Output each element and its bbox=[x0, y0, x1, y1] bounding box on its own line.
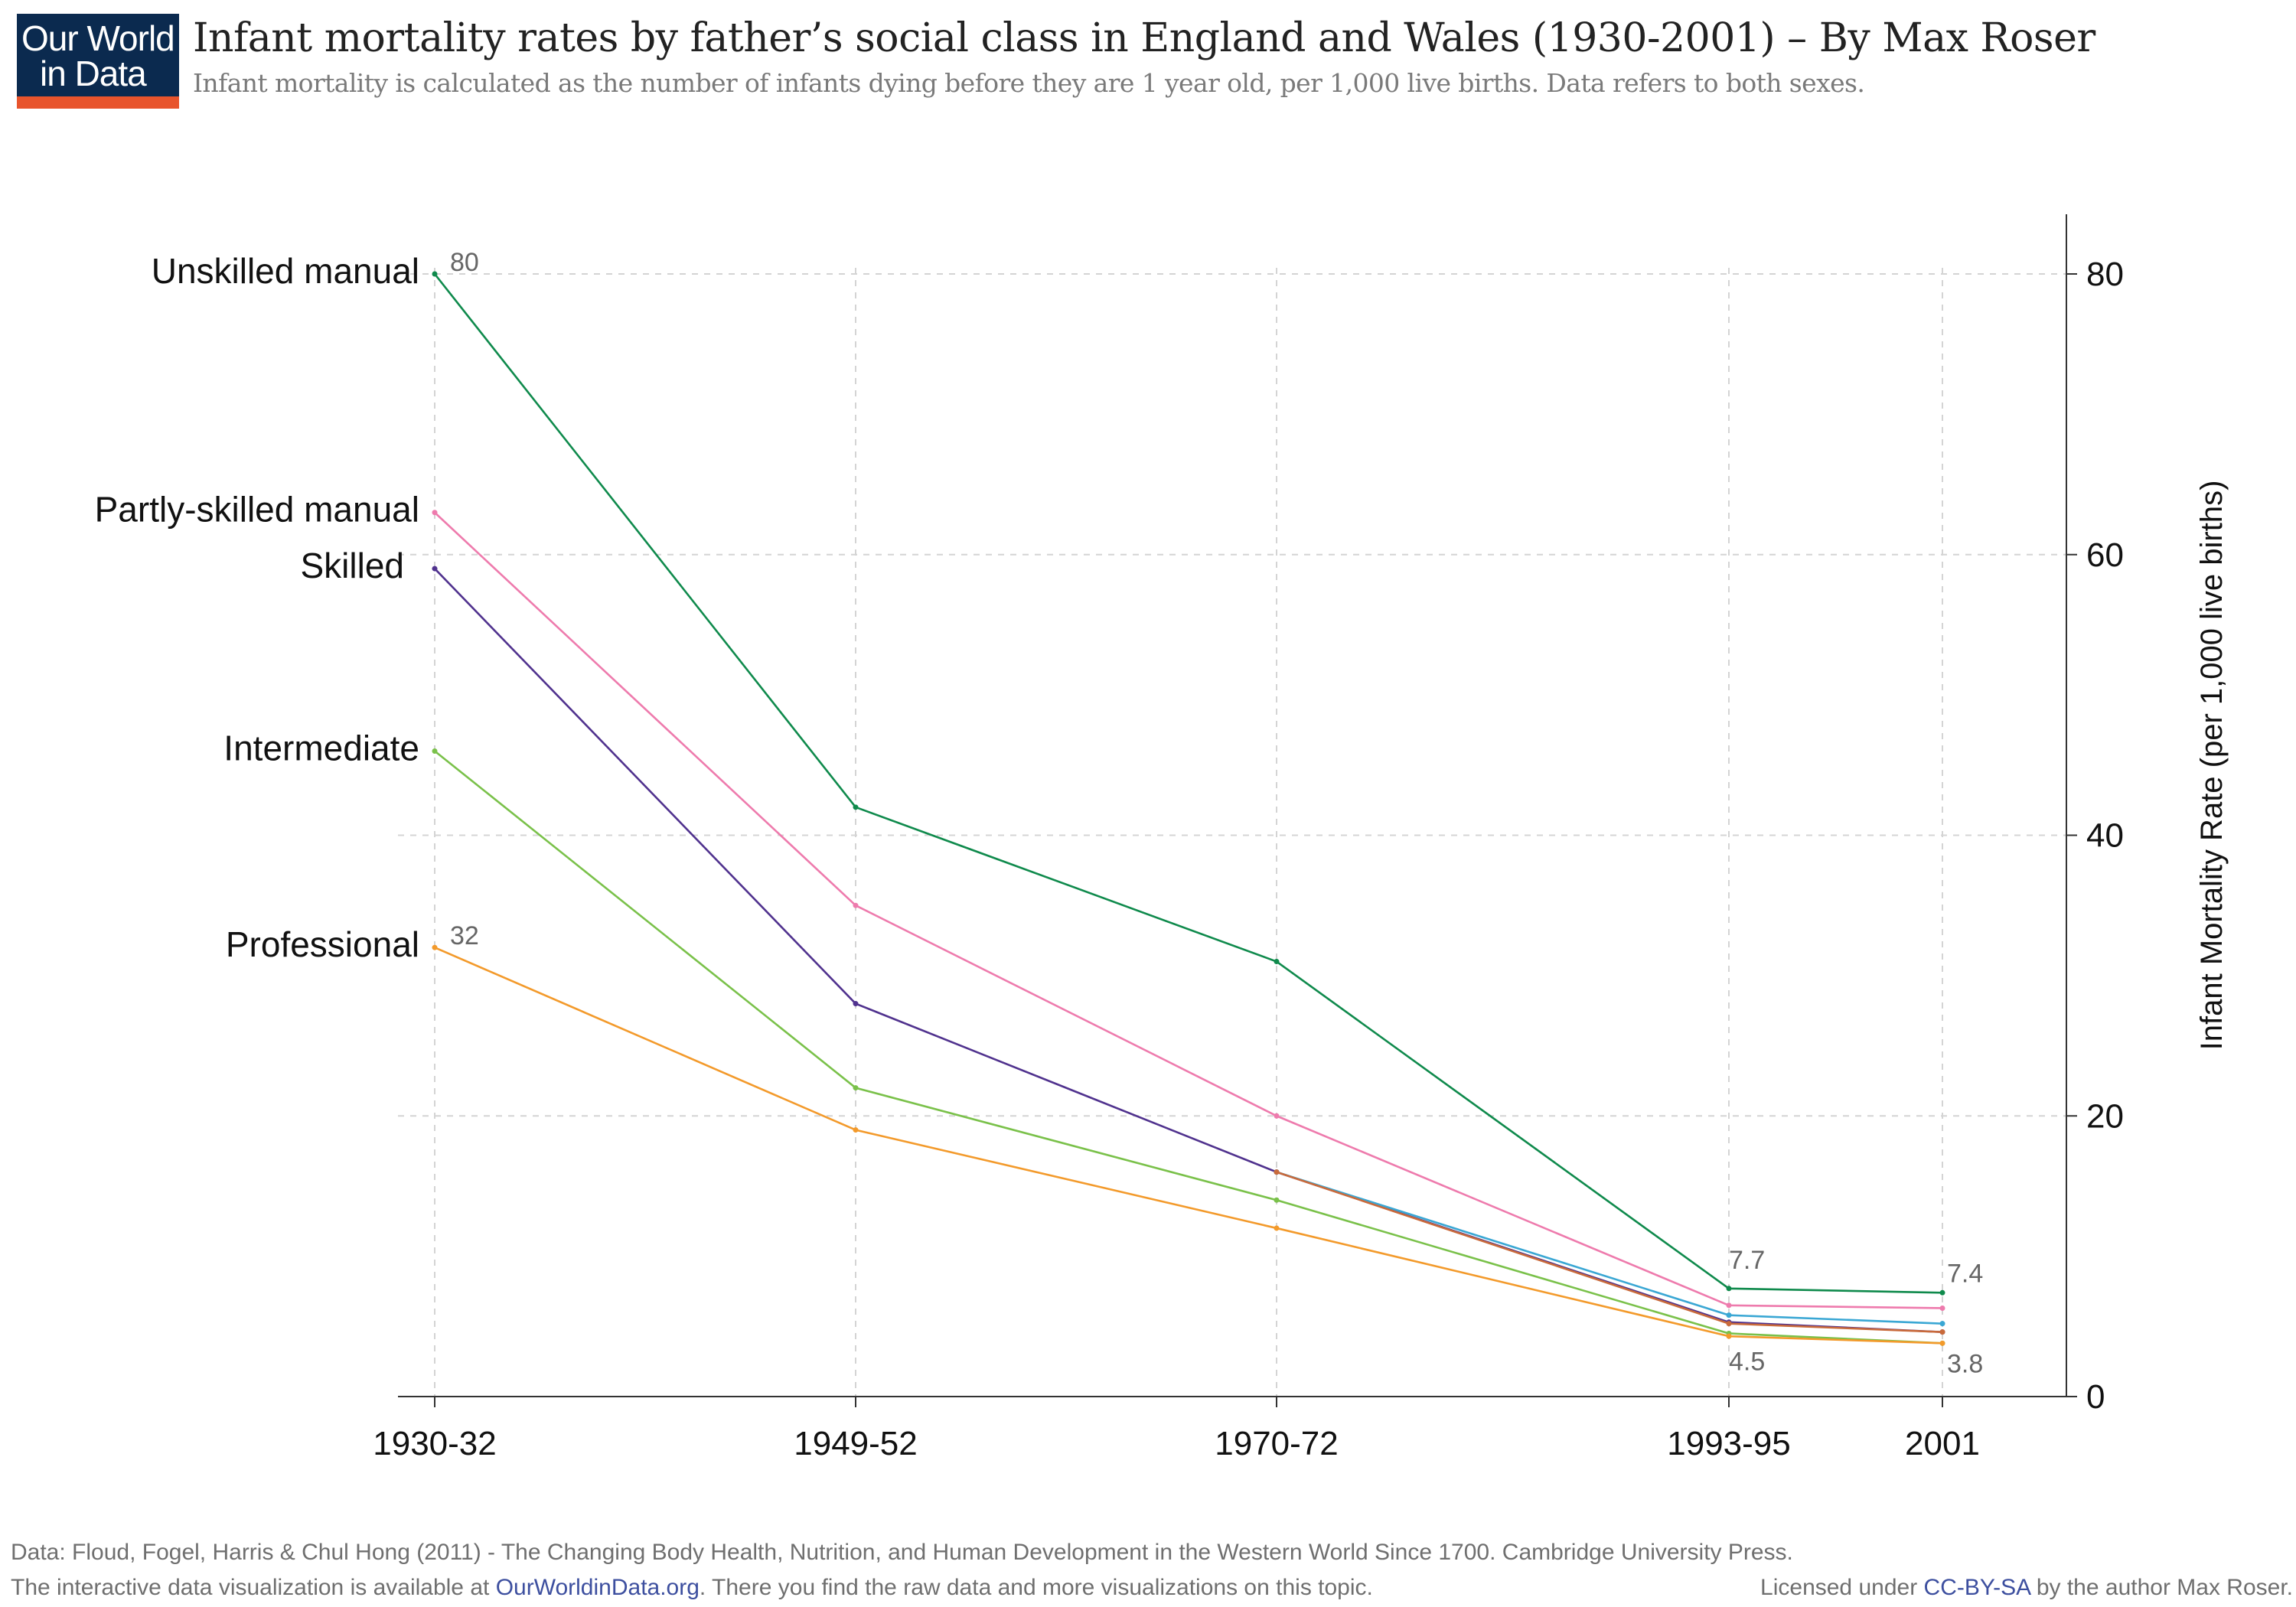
x-tick-label: 2001 bbox=[1905, 1425, 1980, 1462]
series-lines bbox=[432, 271, 1945, 1346]
data-point bbox=[1274, 1113, 1280, 1119]
value-annotation: 7.4 bbox=[1947, 1259, 1983, 1288]
grid-lines bbox=[398, 268, 2066, 1397]
y-tick-label: 0 bbox=[2086, 1378, 2105, 1416]
owid-link[interactable]: OurWorldinData.org bbox=[495, 1575, 700, 1600]
data-point bbox=[432, 271, 438, 277]
series-label: Partly-skilled manual bbox=[95, 490, 419, 530]
source-note: Data: Floud, Fogel, Harris & Chul Hong (… bbox=[11, 1540, 1793, 1565]
interactive-suffix: . There you find the raw data and more v… bbox=[699, 1575, 1373, 1600]
data-point bbox=[432, 944, 438, 950]
license-prefix: Licensed under bbox=[1760, 1575, 1924, 1600]
data-point bbox=[1939, 1321, 1945, 1327]
license-note: Licensed under CC-BY-SA by the author Ma… bbox=[1760, 1575, 2293, 1601]
data-point bbox=[1274, 1169, 1280, 1175]
series-label: Intermediate bbox=[223, 728, 419, 768]
series-line bbox=[434, 947, 1943, 1345]
data-point bbox=[1726, 1302, 1732, 1309]
value-annotation: 7.7 bbox=[1729, 1246, 1765, 1275]
data-point bbox=[1726, 1333, 1732, 1339]
chart-title: Infant mortality rates by father’s socia… bbox=[193, 15, 2095, 61]
logo-line1: Our World bbox=[21, 18, 175, 58]
data-point bbox=[1939, 1305, 1945, 1311]
value-annotation: 32 bbox=[450, 921, 479, 950]
series-label: Unskilled manual bbox=[152, 251, 419, 291]
series-line bbox=[434, 568, 1943, 1333]
data-point bbox=[1726, 1321, 1732, 1327]
value-annotation: 80 bbox=[450, 248, 479, 277]
data-point bbox=[1939, 1340, 1945, 1346]
data-point bbox=[853, 804, 859, 810]
data-point bbox=[1939, 1329, 1945, 1335]
data-point bbox=[853, 1001, 859, 1007]
license-suffix: by the author Max Roser. bbox=[2030, 1575, 2293, 1600]
data-point bbox=[1274, 959, 1280, 965]
data-point bbox=[432, 566, 438, 572]
data-point bbox=[432, 748, 438, 754]
data-point bbox=[1274, 1225, 1280, 1231]
interactive-note: The interactive data visualization is av… bbox=[11, 1575, 1373, 1601]
data-point bbox=[853, 1127, 859, 1133]
data-point bbox=[1274, 1197, 1280, 1203]
data-point bbox=[853, 1085, 859, 1091]
series-labels: Unskilled manual Partly-skilled manual Ski… bbox=[95, 251, 419, 964]
logo-accent-bar bbox=[17, 96, 179, 109]
series-line bbox=[1276, 1171, 1943, 1325]
x-tick-label: 1993-95 bbox=[1667, 1425, 1790, 1462]
logo-line2: in Data bbox=[40, 54, 147, 93]
series-label: Skilled bbox=[300, 546, 404, 585]
x-tick-label: 1930-32 bbox=[373, 1425, 496, 1462]
interactive-prefix: The interactive data visualization is av… bbox=[11, 1575, 496, 1600]
owid-logo: Our World in Data bbox=[17, 14, 179, 109]
series-label: Professional bbox=[226, 924, 419, 964]
y-tick-label: 80 bbox=[2086, 256, 2124, 293]
x-tick-label: 1970-72 bbox=[1215, 1425, 1338, 1462]
value-annotation: 4.5 bbox=[1729, 1347, 1765, 1376]
y-tick-label: 60 bbox=[2086, 536, 2124, 574]
license-link[interactable]: CC-BY-SA bbox=[1923, 1575, 2030, 1600]
y-tick-label: 20 bbox=[2086, 1097, 2124, 1135]
x-tick-label: 1949-52 bbox=[794, 1425, 917, 1462]
data-point bbox=[432, 510, 438, 516]
series-line bbox=[434, 511, 1943, 1309]
data-point bbox=[1939, 1289, 1945, 1296]
y-tick-label: 40 bbox=[2086, 817, 2124, 855]
series-line bbox=[434, 750, 1943, 1345]
data-point bbox=[1726, 1312, 1732, 1319]
series-line bbox=[433, 273, 1943, 1294]
value-annotation: 3.8 bbox=[1947, 1349, 1983, 1378]
y-axis-title: Infant Mortality Rate (per 1,000 live bi… bbox=[2195, 481, 2229, 1051]
value-annotations: 80 32 7.7 4.5 7.4 3.8 bbox=[450, 248, 1983, 1378]
axes: 0 20 40 60 80 1930-32 1949-52 1970-72 1993-95 200… bbox=[373, 214, 2229, 1462]
data-point bbox=[1726, 1286, 1732, 1292]
chart-subtitle: Infant mortality is calculated as the nu… bbox=[193, 68, 1865, 98]
data-point bbox=[853, 902, 859, 908]
